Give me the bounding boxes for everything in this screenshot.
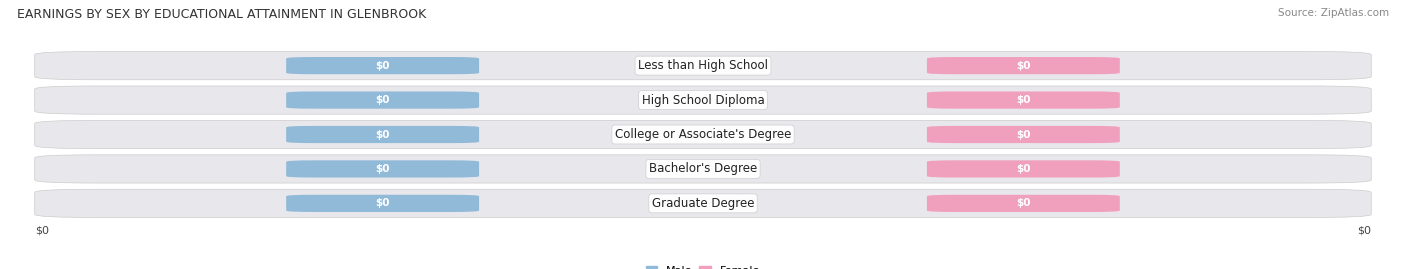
Text: $0: $0 [1357, 226, 1371, 236]
Text: $0: $0 [1017, 164, 1031, 174]
FancyBboxPatch shape [287, 160, 479, 178]
Text: $0: $0 [1017, 198, 1031, 208]
Text: Less than High School: Less than High School [638, 59, 768, 72]
Text: $0: $0 [375, 129, 389, 140]
FancyBboxPatch shape [927, 91, 1119, 109]
FancyBboxPatch shape [287, 57, 479, 74]
Text: $0: $0 [1017, 95, 1031, 105]
Text: $0: $0 [375, 198, 389, 208]
Text: EARNINGS BY SEX BY EDUCATIONAL ATTAINMENT IN GLENBROOK: EARNINGS BY SEX BY EDUCATIONAL ATTAINMEN… [17, 8, 426, 21]
Text: $0: $0 [1017, 61, 1031, 71]
Text: Bachelor's Degree: Bachelor's Degree [650, 162, 756, 175]
FancyBboxPatch shape [927, 57, 1119, 74]
Text: $0: $0 [375, 95, 389, 105]
FancyBboxPatch shape [927, 160, 1119, 178]
Legend: Male, Female: Male, Female [641, 261, 765, 269]
Text: College or Associate's Degree: College or Associate's Degree [614, 128, 792, 141]
Text: $0: $0 [1017, 129, 1031, 140]
FancyBboxPatch shape [287, 126, 479, 143]
Text: Graduate Degree: Graduate Degree [652, 197, 754, 210]
FancyBboxPatch shape [927, 195, 1119, 212]
FancyBboxPatch shape [35, 121, 1371, 148]
FancyBboxPatch shape [927, 126, 1119, 143]
FancyBboxPatch shape [35, 189, 1371, 217]
FancyBboxPatch shape [35, 155, 1371, 183]
Text: $0: $0 [35, 226, 49, 236]
FancyBboxPatch shape [287, 91, 479, 109]
Text: $0: $0 [375, 164, 389, 174]
Text: Source: ZipAtlas.com: Source: ZipAtlas.com [1278, 8, 1389, 18]
Text: $0: $0 [375, 61, 389, 71]
Text: High School Diploma: High School Diploma [641, 94, 765, 107]
FancyBboxPatch shape [35, 52, 1371, 80]
FancyBboxPatch shape [35, 86, 1371, 114]
FancyBboxPatch shape [287, 195, 479, 212]
